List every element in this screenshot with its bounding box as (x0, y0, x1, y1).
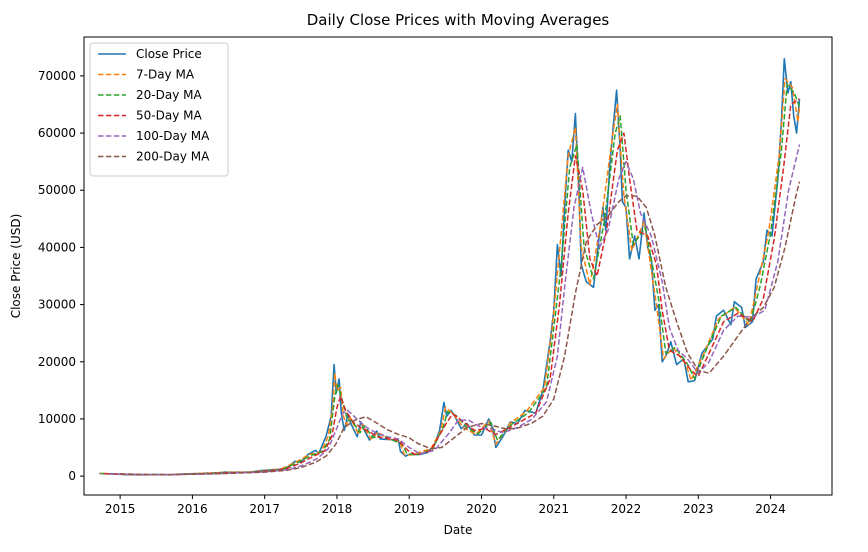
series-line-4 (109, 144, 801, 476)
x-tick-label: 2022 (611, 502, 642, 516)
y-tick-label: 0 (68, 469, 76, 483)
y-tick-label: 50000 (38, 183, 76, 197)
x-tick-label: 2018 (322, 502, 353, 516)
chart-title: Daily Close Prices with Moving Averages (307, 11, 610, 29)
y-tick-label: 10000 (38, 412, 76, 426)
x-tick-label: 2017 (249, 502, 280, 516)
legend: Close Price 7-Day MA 20-Day MA 50-Day MA 100… (89, 42, 229, 177)
y-tick-label: 70000 (38, 69, 76, 83)
y-tick-label: 20000 (38, 355, 76, 369)
series-line-1 (99, 77, 801, 476)
legend-label: Close Price (136, 47, 202, 61)
x-tick-label: 2019 (394, 502, 425, 516)
y-axis: 0 10000 20000 30000 40000 50000 60000 70000 (38, 69, 84, 483)
x-tick-label: 2020 (466, 502, 497, 516)
x-tick-label: 2021 (538, 502, 569, 516)
legend-label: 20-Day MA (136, 88, 202, 102)
legend-label: 200-Day MA (136, 150, 210, 164)
x-tick-label: 2016 (177, 502, 208, 516)
legend-box (89, 42, 229, 177)
legend-label: 7-Day MA (136, 68, 195, 82)
plot-frame (83, 36, 833, 496)
series-layer (99, 57, 801, 476)
series-line-5 (120, 181, 801, 476)
series-line-0 (99, 57, 801, 476)
legend-label: 100-Day MA (136, 129, 210, 143)
x-tick-label: 2024 (755, 502, 786, 516)
x-tick-label: 2023 (683, 502, 714, 516)
y-tick-label: 30000 (38, 298, 76, 312)
series-line-3 (104, 98, 800, 476)
legend-label: 50-Day MA (136, 109, 202, 123)
y-tick-label: 40000 (38, 240, 76, 254)
x-axis: 2015 2016 2017 2018 2019 2020 2021 2022 2023 2024 (105, 495, 786, 516)
y-axis-label: Close Price (USD) (9, 214, 23, 319)
x-tick-label: 2015 (105, 502, 136, 516)
x-axis-label: Date (444, 523, 473, 537)
y-tick-label: 60000 (38, 126, 76, 140)
